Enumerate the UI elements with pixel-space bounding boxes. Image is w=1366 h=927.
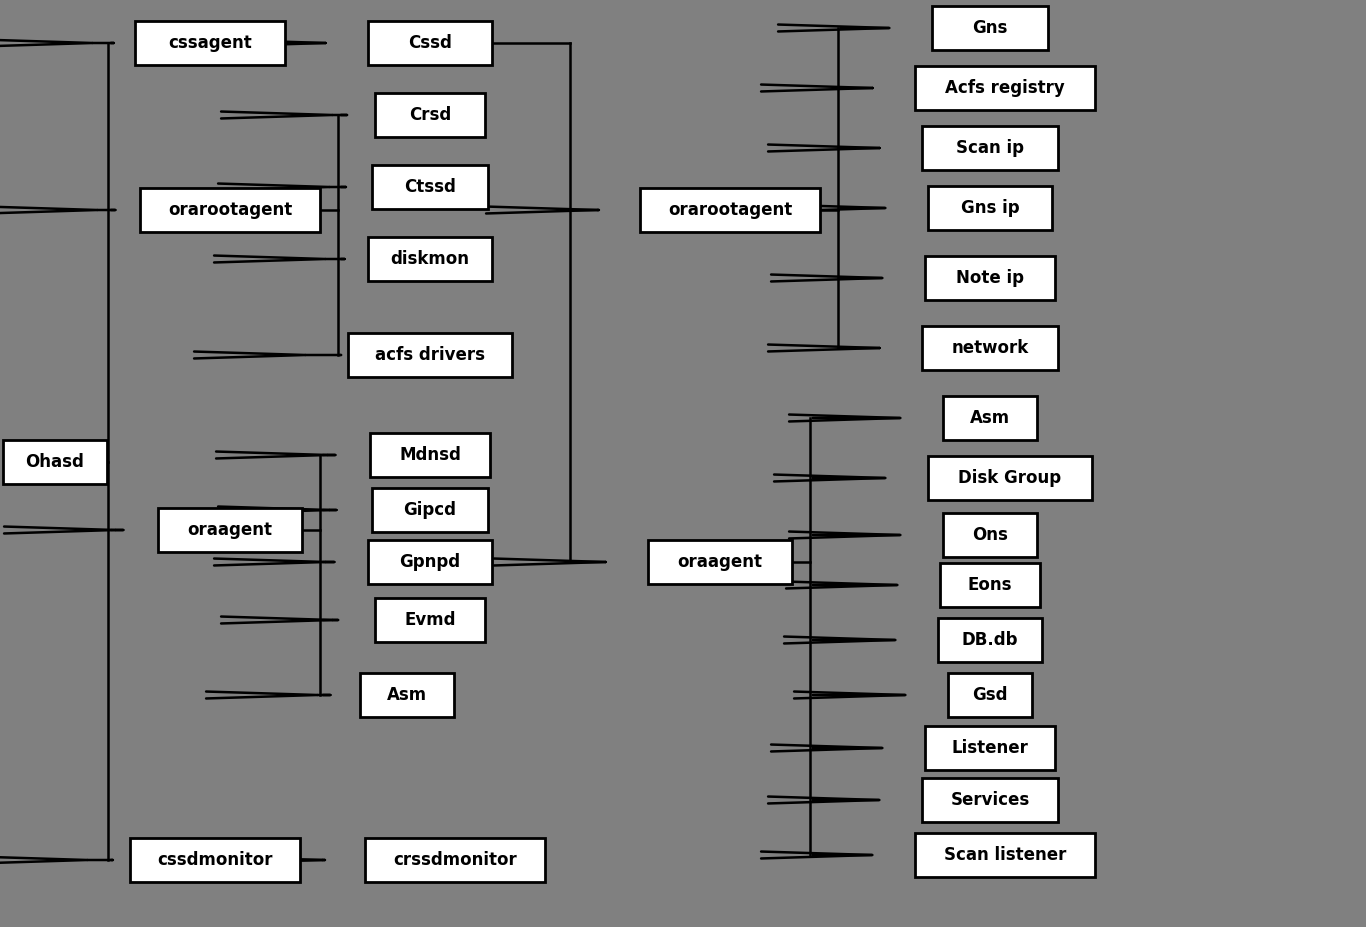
FancyBboxPatch shape: [922, 778, 1059, 822]
Text: DB.db: DB.db: [962, 631, 1018, 649]
Text: Scan ip: Scan ip: [956, 139, 1024, 157]
Text: orarootagent: orarootagent: [168, 201, 292, 219]
Text: Gipcd: Gipcd: [403, 501, 456, 519]
FancyBboxPatch shape: [943, 396, 1037, 440]
FancyBboxPatch shape: [372, 165, 488, 209]
FancyBboxPatch shape: [932, 6, 1048, 50]
FancyBboxPatch shape: [938, 618, 1042, 662]
FancyBboxPatch shape: [367, 237, 492, 281]
Text: Evmd: Evmd: [404, 611, 456, 629]
Text: orarootagent: orarootagent: [668, 201, 792, 219]
Text: Listener: Listener: [952, 739, 1029, 757]
Text: Gns: Gns: [973, 19, 1008, 37]
Text: network: network: [951, 339, 1029, 357]
Text: Gsd: Gsd: [973, 686, 1008, 704]
Text: Crsd: Crsd: [408, 106, 451, 124]
Text: Disk Group: Disk Group: [959, 469, 1061, 487]
Text: Note ip: Note ip: [956, 269, 1024, 287]
FancyBboxPatch shape: [367, 540, 492, 584]
FancyBboxPatch shape: [367, 21, 492, 65]
FancyBboxPatch shape: [376, 598, 485, 642]
Text: Gns ip: Gns ip: [960, 199, 1019, 217]
Text: cssdmonitor: cssdmonitor: [157, 851, 273, 869]
Text: Asm: Asm: [970, 409, 1009, 427]
Text: Asm: Asm: [387, 686, 428, 704]
Text: cssagent: cssagent: [168, 34, 251, 52]
FancyBboxPatch shape: [135, 21, 285, 65]
FancyBboxPatch shape: [372, 488, 488, 532]
FancyBboxPatch shape: [130, 838, 301, 882]
Text: Scan listener: Scan listener: [944, 846, 1067, 864]
Text: Mdnsd: Mdnsd: [399, 446, 460, 464]
FancyBboxPatch shape: [139, 188, 320, 232]
Text: Cssd: Cssd: [408, 34, 452, 52]
FancyBboxPatch shape: [376, 93, 485, 137]
FancyBboxPatch shape: [940, 563, 1040, 607]
FancyBboxPatch shape: [925, 726, 1055, 770]
Text: diskmon: diskmon: [391, 250, 470, 268]
Text: oraagent: oraagent: [187, 521, 272, 539]
FancyBboxPatch shape: [915, 66, 1096, 110]
FancyBboxPatch shape: [158, 508, 302, 552]
FancyBboxPatch shape: [365, 838, 545, 882]
FancyBboxPatch shape: [943, 513, 1037, 557]
FancyBboxPatch shape: [928, 186, 1052, 230]
Text: Acfs registry: Acfs registry: [945, 79, 1065, 97]
FancyBboxPatch shape: [915, 833, 1096, 877]
Text: Gpnpd: Gpnpd: [399, 553, 460, 571]
FancyBboxPatch shape: [928, 456, 1091, 500]
FancyBboxPatch shape: [370, 433, 490, 477]
Text: Ons: Ons: [973, 526, 1008, 544]
Text: crssdmonitor: crssdmonitor: [393, 851, 516, 869]
Text: Eons: Eons: [967, 576, 1012, 594]
FancyBboxPatch shape: [948, 673, 1031, 717]
FancyBboxPatch shape: [641, 188, 820, 232]
FancyBboxPatch shape: [922, 326, 1059, 370]
FancyBboxPatch shape: [3, 440, 107, 484]
FancyBboxPatch shape: [361, 673, 454, 717]
Text: acfs drivers: acfs drivers: [376, 346, 485, 364]
FancyBboxPatch shape: [348, 333, 512, 377]
FancyBboxPatch shape: [925, 256, 1055, 300]
Text: oraagent: oraagent: [678, 553, 762, 571]
Text: Services: Services: [951, 791, 1030, 809]
Text: Ctssd: Ctssd: [404, 178, 456, 196]
Text: Ohasd: Ohasd: [26, 453, 85, 471]
FancyBboxPatch shape: [647, 540, 792, 584]
FancyBboxPatch shape: [922, 126, 1059, 170]
